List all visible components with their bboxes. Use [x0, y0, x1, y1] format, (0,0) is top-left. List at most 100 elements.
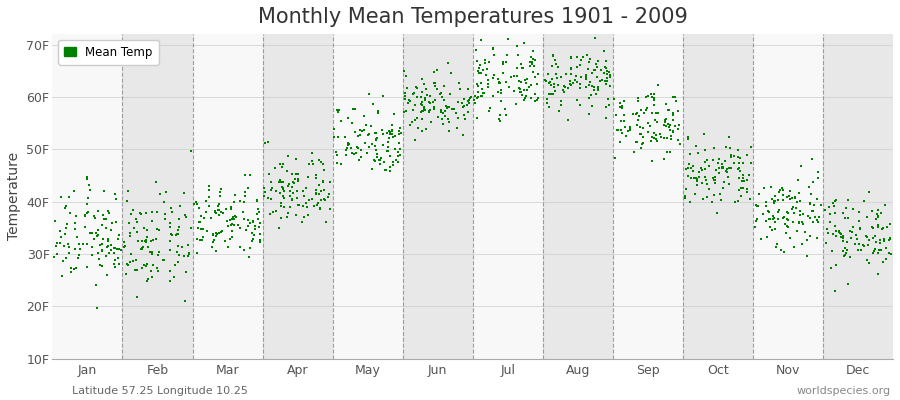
- Point: [761, 209, 776, 215]
- Point: [365, 100, 380, 107]
- Point: [433, 90, 447, 97]
- Point: [482, 108, 497, 114]
- Point: [135, 245, 149, 251]
- Point: [431, 114, 446, 121]
- Point: [291, 178, 305, 184]
- Point: [828, 288, 842, 294]
- Point: [82, 182, 96, 188]
- Point: [852, 209, 867, 216]
- Point: [370, 134, 384, 141]
- Point: [173, 202, 187, 209]
- Point: [754, 236, 769, 242]
- Point: [800, 237, 814, 244]
- Point: [709, 167, 724, 173]
- Point: [806, 202, 821, 208]
- Point: [371, 110, 385, 117]
- Point: [354, 154, 368, 161]
- Point: [202, 187, 216, 193]
- Point: [644, 110, 659, 116]
- Point: [698, 146, 713, 153]
- Point: [283, 193, 297, 200]
- Point: [628, 110, 643, 117]
- Point: [148, 179, 163, 185]
- Point: [95, 236, 110, 242]
- Point: [260, 195, 274, 201]
- Point: [449, 110, 464, 116]
- Point: [375, 130, 390, 137]
- Point: [218, 238, 232, 244]
- Point: [662, 107, 676, 113]
- Point: [367, 130, 382, 136]
- Point: [79, 241, 94, 247]
- Point: [822, 230, 836, 236]
- Point: [297, 193, 311, 199]
- Point: [613, 104, 627, 110]
- Point: [865, 208, 879, 214]
- Point: [673, 140, 688, 147]
- Point: [733, 175, 747, 181]
- Point: [82, 230, 96, 236]
- Point: [170, 259, 184, 266]
- Point: [313, 159, 328, 165]
- Point: [277, 195, 292, 202]
- Point: [850, 236, 864, 242]
- Point: [140, 233, 155, 240]
- Point: [631, 95, 645, 101]
- Point: [80, 264, 94, 270]
- Point: [563, 81, 578, 88]
- Point: [580, 51, 594, 58]
- Point: [446, 106, 460, 112]
- Point: [833, 234, 848, 240]
- Point: [873, 210, 887, 216]
- Point: [52, 228, 67, 234]
- Point: [191, 225, 205, 231]
- Point: [752, 191, 766, 198]
- Point: [257, 192, 272, 199]
- Point: [789, 199, 804, 206]
- Point: [330, 152, 345, 158]
- Point: [829, 262, 843, 268]
- Point: [840, 247, 854, 253]
- Point: [666, 128, 680, 135]
- Point: [144, 273, 158, 280]
- Point: [317, 187, 331, 193]
- Point: [877, 238, 891, 244]
- Point: [285, 197, 300, 203]
- Bar: [753, 34, 823, 358]
- Point: [544, 82, 558, 88]
- Point: [597, 70, 611, 76]
- Point: [140, 260, 155, 267]
- Point: [59, 221, 74, 227]
- Point: [531, 71, 545, 78]
- Point: [600, 70, 615, 77]
- Point: [658, 117, 672, 124]
- Point: [481, 77, 495, 83]
- Point: [285, 184, 300, 191]
- Point: [517, 87, 531, 93]
- Point: [682, 161, 697, 168]
- Point: [528, 98, 543, 104]
- Point: [644, 134, 659, 140]
- Point: [205, 232, 220, 238]
- Point: [495, 70, 509, 76]
- Point: [598, 65, 613, 72]
- Point: [579, 84, 593, 90]
- Point: [382, 135, 396, 141]
- Point: [603, 83, 617, 90]
- Point: [860, 234, 875, 240]
- Point: [806, 179, 821, 186]
- Point: [550, 75, 564, 81]
- Point: [214, 208, 229, 215]
- Point: [391, 149, 405, 155]
- Point: [462, 100, 476, 106]
- Point: [455, 100, 470, 106]
- Point: [104, 226, 118, 233]
- Point: [486, 93, 500, 99]
- Point: [123, 250, 138, 257]
- Point: [713, 190, 727, 197]
- Point: [760, 218, 774, 225]
- Point: [493, 112, 508, 118]
- Point: [415, 99, 429, 106]
- Point: [144, 218, 158, 224]
- Point: [690, 178, 705, 184]
